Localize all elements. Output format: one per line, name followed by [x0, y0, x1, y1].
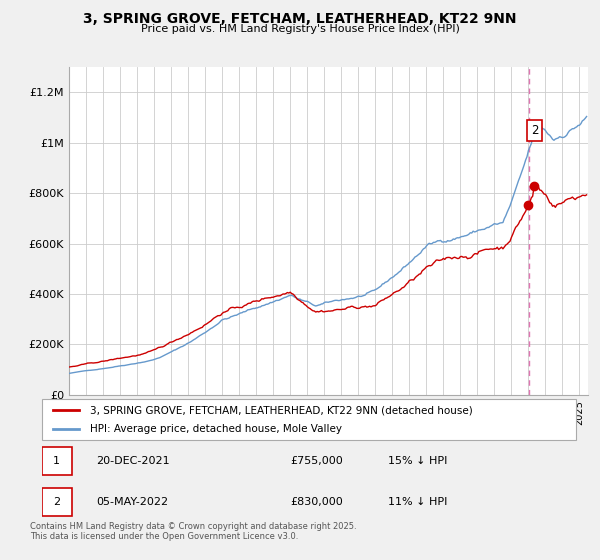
Text: 20-DEC-2021: 20-DEC-2021	[96, 456, 170, 466]
Bar	[42, 488, 72, 516]
Text: Price paid vs. HM Land Registry's House Price Index (HPI): Price paid vs. HM Land Registry's House …	[140, 24, 460, 34]
Text: 3, SPRING GROVE, FETCHAM, LEATHERHEAD, KT22 9NN: 3, SPRING GROVE, FETCHAM, LEATHERHEAD, K…	[83, 12, 517, 26]
FancyBboxPatch shape	[42, 399, 576, 440]
Text: HPI: Average price, detached house, Mole Valley: HPI: Average price, detached house, Mole…	[90, 424, 342, 433]
Text: 15% ↓ HPI: 15% ↓ HPI	[388, 456, 447, 466]
Bar	[42, 447, 72, 475]
Text: £755,000: £755,000	[290, 456, 343, 466]
Text: 11% ↓ HPI: 11% ↓ HPI	[388, 497, 447, 507]
Text: 2: 2	[530, 124, 538, 137]
Text: 1: 1	[53, 456, 60, 466]
Text: 05-MAY-2022: 05-MAY-2022	[96, 497, 168, 507]
Text: 3, SPRING GROVE, FETCHAM, LEATHERHEAD, KT22 9NN (detached house): 3, SPRING GROVE, FETCHAM, LEATHERHEAD, K…	[90, 405, 473, 415]
Text: 2: 2	[53, 497, 60, 507]
Text: £830,000: £830,000	[290, 497, 343, 507]
Text: Contains HM Land Registry data © Crown copyright and database right 2025.
This d: Contains HM Land Registry data © Crown c…	[30, 522, 356, 542]
